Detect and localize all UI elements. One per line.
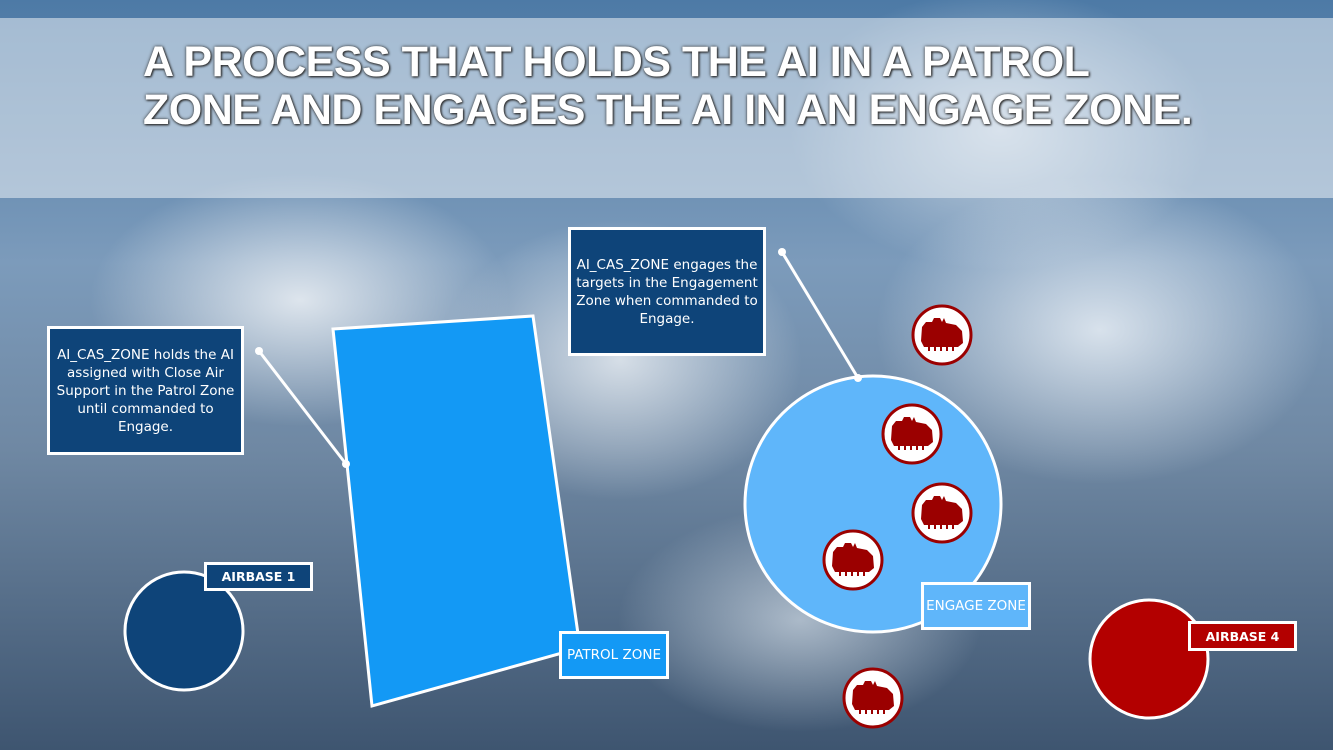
slide-title: A PROCESS THAT HOLDS THE AI IN A PATROL … bbox=[143, 38, 1193, 134]
airbase-4-label: AIRBASE 4 bbox=[1188, 621, 1297, 651]
patrol-callout-line bbox=[257, 350, 348, 465]
engage-callout: AI_CAS_ZONE engages the targets in the E… bbox=[568, 227, 766, 356]
patrol-callout: AI_CAS_ZONE holds the AI assigned with C… bbox=[47, 326, 244, 455]
tank-icon bbox=[842, 667, 904, 729]
tank-icon bbox=[911, 304, 973, 366]
tank-icon bbox=[822, 529, 884, 591]
engage-zone-label: ENGAGE ZONE bbox=[921, 582, 1031, 630]
airbase-4 bbox=[1088, 598, 1210, 720]
tank-icon bbox=[881, 403, 943, 465]
patrol-zone-label: PATROL ZONE bbox=[559, 631, 669, 679]
patrol-zone bbox=[331, 314, 582, 708]
airbase-1-label: AIRBASE 1 bbox=[204, 562, 313, 591]
engage-callout-line bbox=[780, 251, 860, 379]
title-band bbox=[0, 18, 1333, 198]
airbase-1 bbox=[123, 570, 245, 692]
tank-icon bbox=[911, 482, 973, 544]
